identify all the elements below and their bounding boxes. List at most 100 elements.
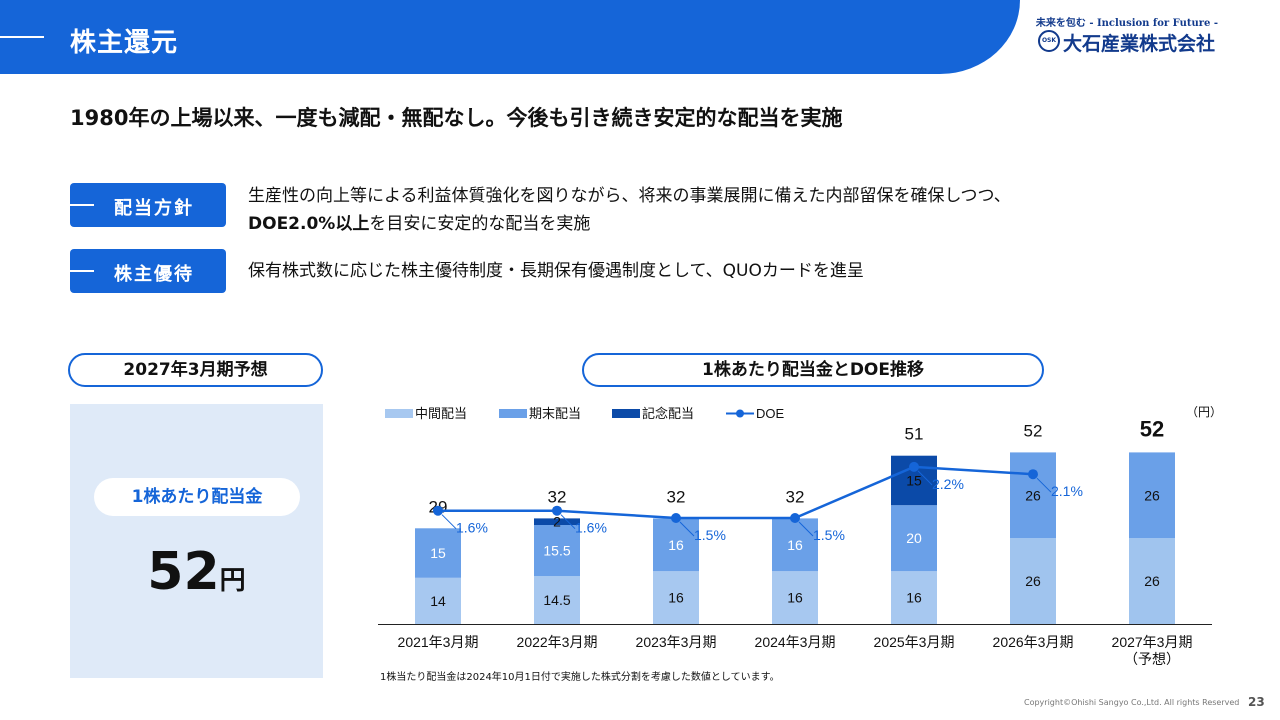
bar-1-4 [772,571,818,624]
bar-value-2-7: 26 [1144,487,1160,503]
logo-tagline: 未来を包む - Inclusion for Future - [1035,18,1218,29]
bar-value-1-1: 14 [430,593,446,609]
header-accent-line [0,36,44,38]
header-bar: 株主還元 [0,0,1020,74]
total-label-3: 32 [667,487,686,506]
logo-company-name: 大石産業株式会社 [1063,33,1216,55]
dividend-policy-text: 生産性の向上等による利益体質強化を図りながら、将来の事業展開に備えた内部留保を確… [248,182,1011,238]
doe-label-2: 1.6% [575,520,607,536]
doe-marker-5 [909,461,919,472]
bar-2-4 [772,518,818,572]
doe-leader-1 [441,514,457,530]
bar-2-5 [891,505,937,572]
doe-label-5: 2.2% [932,476,964,492]
forecast-label: 1株あたり配当金 [94,478,300,516]
legend-swatch-1 [385,409,413,418]
shareholder-benefit-text: 保有株式数に応じた株主優待制度・長期保有優遇制度として、QUOカードを進呈 [248,261,864,281]
doe-label-1: 1.6% [456,520,488,536]
bar-1-1 [415,577,461,624]
bar-value-1-5: 16 [906,590,922,606]
legend-label-3: 記念配当 [642,406,694,421]
x-tick-label-6: 2026年3月期 [993,634,1074,650]
bar-value-2-6: 26 [1025,487,1041,503]
bar-value-2-3: 16 [668,537,684,553]
legend-label-2: 期末配当 [529,406,581,421]
dividend-policy-line1: 生産性の向上等による利益体質強化を図りながら、将来の事業展開に備えた内部留保を確… [248,186,1011,206]
doe-marker-3 [671,513,681,523]
bar-value-1-6: 26 [1025,573,1041,589]
x-tick-label-7-b: （予想） [1124,651,1180,667]
forecast-number: 52 [147,542,220,602]
bar-1-5 [891,571,937,624]
bar-3-2 [534,518,580,525]
legend-swatch-2 [499,409,527,418]
x-tick-label-7: 2027年3月期 [1112,634,1193,650]
doe-target: DOE2.0%以上 [248,214,370,234]
tag-line [70,270,94,272]
doe-marker-4 [790,513,800,523]
doe-leader-6 [1036,477,1052,493]
page-number: 23 [1248,695,1265,709]
bar-value-1-2: 14.5 [543,592,570,608]
doe-label-4: 1.5% [813,527,845,543]
doe-marker-1 [433,505,443,516]
dividend-policy-line2: DOE2.0%以上を目安に安定的な配当を実施 [248,210,1011,238]
total-label-6: 52 [1024,421,1043,440]
bar-value-1-3: 16 [668,590,684,606]
bar-value-2-2: 15.5 [543,543,570,559]
bar-2-1 [415,528,461,578]
doe-marker-6 [1028,469,1038,480]
doe-line [438,465,1034,520]
x-tick-label-5: 2025年3月期 [874,634,955,650]
bar-1-7 [1129,538,1175,624]
legend-label-1: 中間配当 [415,406,467,421]
company-logo: 未来を包む - Inclusion for Future - OSK 大石産業株… [1035,14,1218,58]
doe-leader-5 [917,470,933,486]
doe-marker-2 [552,505,562,516]
legend-swatch-3 [612,409,640,418]
forecast-value: 52円 [70,542,323,602]
bar-1-2 [534,576,580,624]
x-tick-label-4: 2024年3月期 [755,634,836,650]
total-label-4: 32 [786,487,805,506]
chart-title-pill: 1株あたり配当金とDOE推移 [582,353,1044,387]
dividend-doe-chart: 中間配当期末配当記念配当DOE1415292021年3月期14.515.5232… [378,406,1212,667]
doe-leader-2 [560,514,576,530]
doe-label-3: 1.5% [694,527,726,543]
bar-value-2-1: 15 [430,545,446,561]
bar-value-3-5: 15 [906,472,922,488]
bar-1-3 [653,571,699,624]
legend-doe-marker [736,409,744,418]
legend-label-4: DOE [756,406,785,421]
bar-value-1-4: 16 [787,590,803,606]
forecast-unit: 円 [219,566,246,596]
forecast-pill: 2027年3月期予想 [68,353,323,387]
dividend-policy-label: 配当方針 [114,198,194,219]
forecast-panel: 1株あたり配当金 52円 [70,404,323,678]
doe-label-6: 2.1% [1051,483,1083,499]
footnote: 1株当たり配当金は2024年10月1日付で実施した株式分割を考慮した数値としてい… [380,672,780,683]
doe-leader-4 [798,521,814,537]
headline: 1980年の上場以来、一度も減配・無配なし。今後も引き続き安定的な配当を実施 [70,106,843,130]
shareholder-benefit-label: 株主優待 [114,264,194,285]
bar-2-2 [534,525,580,577]
x-tick-label-1: 2021年3月期 [398,634,479,650]
tag-line [70,204,94,206]
chart-unit-label: （円） [1186,405,1223,419]
bar-1-6 [1010,538,1056,624]
total-label-7: 52 [1140,416,1164,441]
x-tick-label-3: 2023年3月期 [636,634,717,650]
bar-2-7 [1129,452,1175,539]
logo-mark-icon: OSK [1038,30,1060,52]
total-label-2: 32 [548,487,567,506]
shareholder-benefit-tag: 株主優待 [70,249,226,293]
bar-value-3-2: 2 [553,514,561,530]
page-title: 株主還元 [70,28,179,58]
bar-value-2-5: 20 [906,530,922,546]
total-label-5: 51 [905,425,924,444]
x-tick-label-2: 2022年3月期 [517,634,598,650]
bar-2-3 [653,518,699,572]
copyright: Copyright©Ohishi Sangyo Co.,Ltd. All rig… [1024,698,1240,707]
doe-leader-3 [679,521,695,537]
dividend-policy-tag: 配当方針 [70,183,226,227]
